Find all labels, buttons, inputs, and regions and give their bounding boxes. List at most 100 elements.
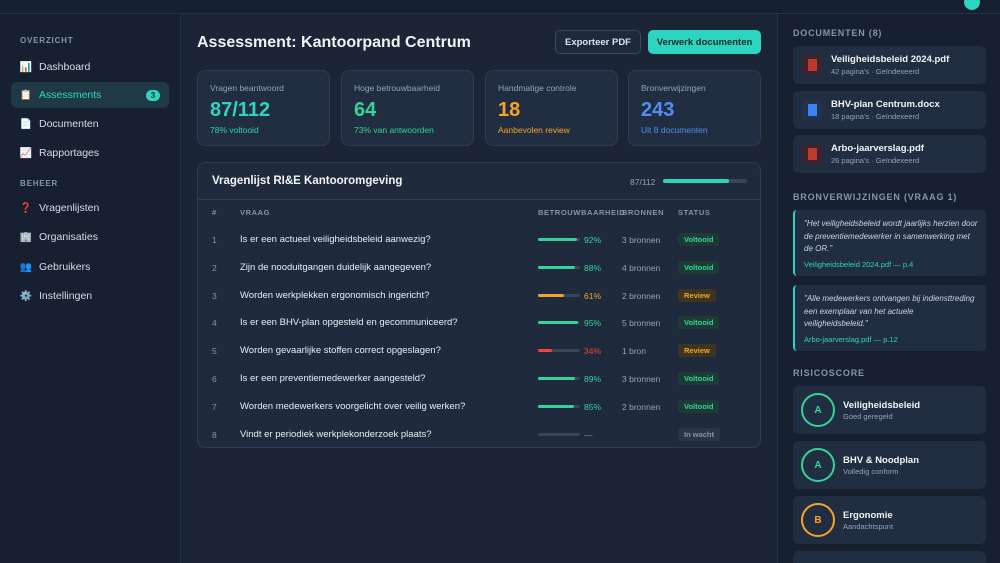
panel-title: Vragenlijst RI&E Kantooromgeving	[212, 175, 403, 187]
documents-label: DOCUMENTEN (8)	[793, 28, 883, 38]
gear-icon: ⚙️	[19, 290, 33, 302]
section-label-beheer: BEHEER	[20, 179, 59, 188]
sources-count: 1 bron	[622, 346, 647, 357]
sidebar-item-organisaties[interactable]: 🏢 Organisaties	[11, 224, 169, 250]
reliability-percent: 34%	[584, 346, 602, 357]
stat-card-answered: Vragen beantwoord 87/112 78% voltooid	[197, 70, 330, 146]
document-meta: 18 pagina's · Geïndexeerd	[831, 112, 920, 121]
sources-count: 2 bronnen	[622, 290, 661, 301]
document-icon: 📄	[19, 118, 33, 130]
sidebar-item-gebruikers[interactable]: 👥 Gebruikers	[11, 254, 169, 280]
table-row[interactable]: 1 Is er een actueel veiligheidsbeleid aan…	[198, 225, 760, 253]
document-name: Veiligheidsbeleid 2024.pdf	[831, 54, 950, 65]
reliability-percent: 92%	[584, 235, 602, 245]
row-number: 8	[212, 429, 217, 440]
sidebar-item-label: Vragenlijsten	[39, 202, 100, 214]
question-text: Is er een BHV-plan opgesteld en gecommun…	[240, 317, 458, 329]
right-panel: DOCUMENTEN (8) Veiligheidsbeleid 2024.pd…	[777, 14, 1000, 563]
table-row[interactable]: 3 Worden werkplekken ergonomisch ingerich…	[198, 281, 760, 309]
sources-count: 2 bronnen	[622, 401, 661, 412]
stat-label: Vragen beantwoord	[210, 83, 284, 93]
pdf-file-icon	[802, 144, 822, 164]
reliability-bar	[538, 265, 580, 269]
sidebar-item-label: Documenten	[39, 118, 99, 130]
quote-text: "Het veiligheidsbeleid wordt jaarlijks h…	[804, 219, 978, 253]
risk-subtitle: Volledig conform	[843, 467, 899, 476]
status-badge: Voltooid	[678, 372, 720, 385]
risk-item[interactable]: B Ergonomie Aandachtspunt	[793, 496, 986, 544]
reliability-bar	[538, 377, 580, 380]
quote-text: "Alle medewerkers ontvangen bij indienst…	[804, 294, 975, 328]
column-header-status: STATUS	[678, 208, 711, 217]
column-header-reliability: BETROUWBAARHEID	[538, 208, 626, 217]
stat-sub: 78% voltooid	[210, 125, 259, 135]
export-pdf-button[interactable]: Exporteer PDF	[555, 30, 641, 54]
risk-item[interactable]: A Veiligheidsbeleid Goed geregeld	[793, 386, 986, 434]
sidebar-item-label: Instellingen	[39, 290, 93, 302]
reliability-percent: 89%	[584, 374, 602, 384]
risk-item[interactable]	[793, 551, 986, 563]
sidebar-item-instellingen[interactable]: ⚙️ Instellingen	[11, 283, 169, 309]
reference-quote[interactable]: "Alle medewerkers ontvangen bij indienst…	[793, 285, 986, 351]
document-item[interactable]: Veiligheidsbeleid 2024.pdf 42 pagina's ·…	[793, 46, 986, 84]
question-text: Vindt er periodiek werkplekonderzoek pla…	[240, 428, 432, 440]
question-text: Worden gevaarlijke stoffen correct opges…	[240, 345, 441, 357]
risk-grade: A	[801, 448, 835, 482]
reliability-bar	[538, 321, 580, 325]
table-row[interactable]: 6 Is er een preventiemedewerker aangestel…	[198, 364, 760, 392]
status-badge: In wacht	[678, 427, 721, 441]
line-chart-icon: 📈	[19, 147, 33, 159]
reliability-percent: 88%	[584, 262, 602, 273]
table-row[interactable]: 4 Is er een BHV-plan opgesteld en gecommu…	[198, 308, 760, 336]
stat-value: 243	[641, 99, 675, 121]
risk-grade: B	[801, 503, 835, 537]
document-meta: 42 pagina's · Geïndexeerd	[831, 67, 920, 76]
row-number: 6	[212, 374, 217, 384]
clipboard-icon: 📋	[19, 89, 33, 101]
question-text: Worden werkplekken ergonomisch ingericht…	[240, 289, 430, 301]
reliability-bar	[538, 238, 580, 241]
table-row[interactable]: 8 Vindt er periodiek werkplekonderzoek pl…	[198, 420, 760, 447]
sidebar-item-label: Gebruikers	[39, 261, 91, 273]
reliability-fill	[538, 377, 576, 380]
reference-quote[interactable]: "Het veiligheidsbeleid wordt jaarlijks h…	[793, 210, 986, 276]
status-badge: Voltooid	[678, 399, 720, 413]
sidebar-item-label: Rapportages	[39, 147, 100, 159]
question-text: Zijn de nooduitgangen duidelijk aangegev…	[240, 261, 432, 273]
stat-card-high-reliability: Hoge betrouwbaarheid 64 73% van antwoord…	[341, 70, 474, 146]
column-header-question: VRAAG	[240, 208, 271, 217]
sidebar-item-documenten[interactable]: 📄 Documenten	[11, 111, 169, 137]
reliability-bar	[538, 404, 580, 408]
table-row[interactable]: 5 Worden gevaarlijke stoffen correct opge…	[198, 336, 760, 364]
progress-text: 87/112	[630, 177, 656, 187]
status-badge: Voltooid	[678, 233, 720, 246]
sidebar-item-vragenlijsten[interactable]: ❓ Vragenlijsten	[11, 195, 169, 221]
row-number: 7	[212, 401, 217, 412]
process-documents-button[interactable]: Verwerk documenten	[648, 30, 761, 54]
sources-count: 3 bronnen	[622, 374, 661, 384]
stat-sub: 73% van antwoorden	[354, 125, 434, 135]
sources-count: 4 bronnen	[622, 262, 661, 273]
sidebar-item-assessments[interactable]: 📋 Assessments 3	[11, 82, 169, 108]
row-number: 5	[212, 346, 217, 357]
table-row[interactable]: 2 Zijn de nooduitgangen duidelijk aangege…	[198, 253, 760, 281]
stat-label: Hoge betrouwbaarheid	[354, 83, 441, 93]
avatar[interactable]	[964, 0, 980, 10]
section-label-overzicht: OVERZICHT	[20, 36, 74, 45]
count-badge: 3	[146, 90, 160, 101]
document-meta: 26 pagina's · Geïndexeerd	[831, 156, 920, 165]
document-item[interactable]: Arbo-jaarverslag.pdf 26 pagina's · Geïnd…	[793, 135, 986, 173]
reliability-fill	[538, 321, 578, 325]
stat-card-references: Bronverwijzingen 243 Uit 8 documenten	[628, 70, 761, 146]
sidebar-item-dashboard[interactable]: 📊 Dashboard	[11, 54, 169, 80]
document-item[interactable]: BHV-plan Centrum.docx 18 pagina's · Geïn…	[793, 91, 986, 129]
progress-bar	[663, 179, 747, 183]
row-number: 2	[212, 262, 217, 273]
sidebar-item-rapportages[interactable]: 📈 Rapportages	[11, 140, 169, 166]
risk-score-label: RISICOSCORE	[793, 368, 865, 378]
risk-item[interactable]: A BHV & Noodplan Volledig conform	[793, 441, 986, 489]
sidebar-item-label: Assessments	[39, 89, 102, 101]
table-row[interactable]: 7 Worden medewerkers voorgelicht over vei…	[198, 392, 760, 420]
sources-count: 3 bronnen	[622, 235, 661, 245]
main-content: Assessment: Kantoorpand Centrum Exportee…	[181, 14, 777, 563]
